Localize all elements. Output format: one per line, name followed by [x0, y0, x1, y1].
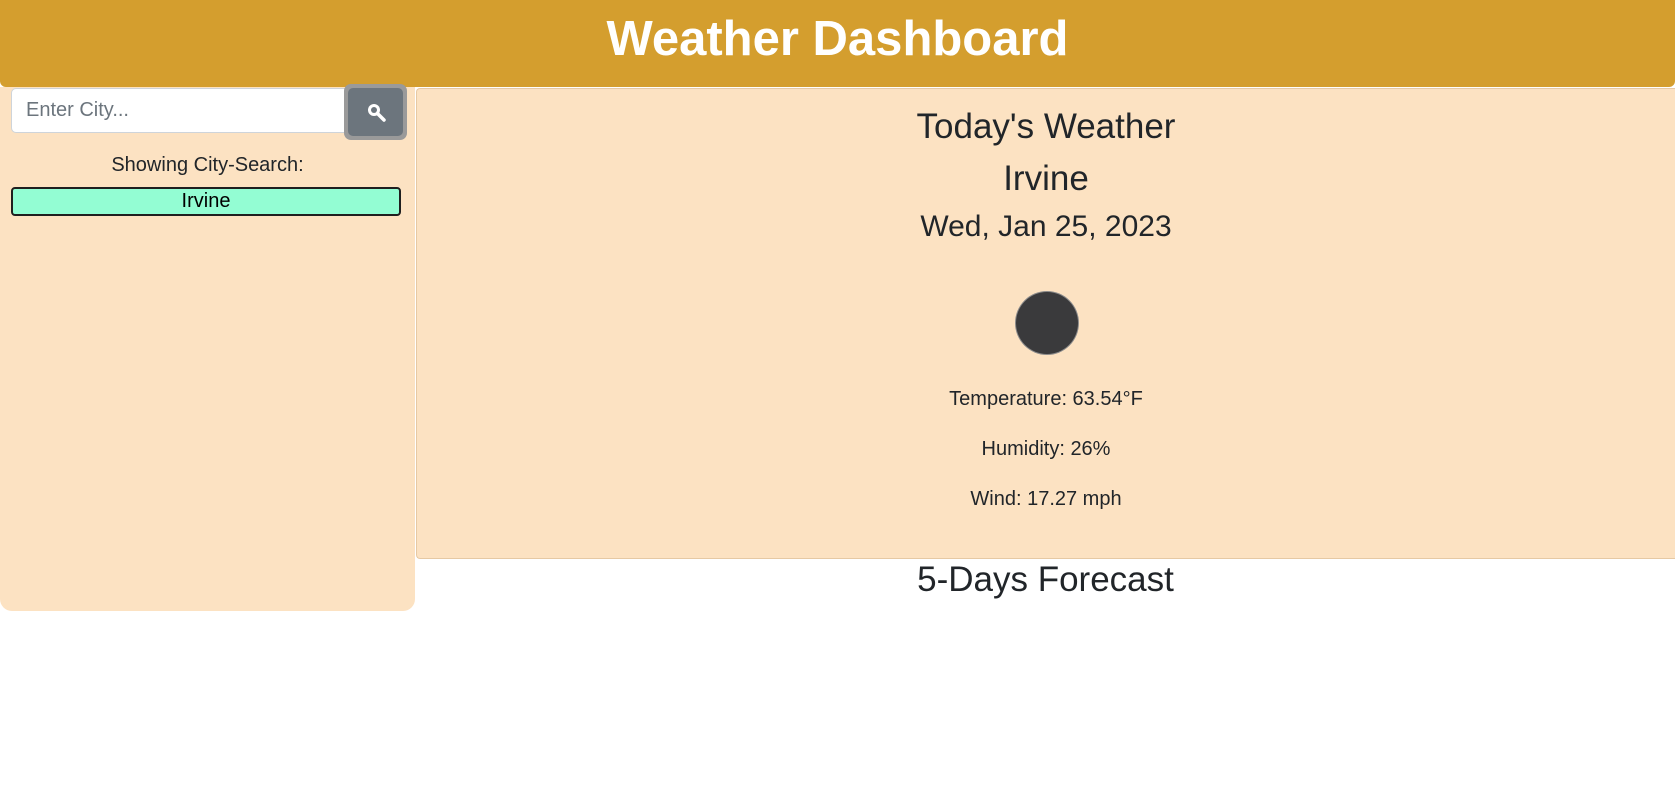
- todays-weather-title: Today's Weather: [916, 107, 1176, 146]
- current-date: Wed, Jan 25, 2023: [920, 210, 1172, 243]
- search-icon: [367, 104, 386, 122]
- page-title: Weather Dashboard: [606, 11, 1069, 66]
- search-history-label: Showing City-Search:: [111, 154, 304, 176]
- forecast-heading: 5-Days Forecast: [917, 560, 1174, 599]
- search-button[interactable]: [344, 84, 407, 140]
- current-city-name: Irvine: [1003, 159, 1089, 198]
- temperature-value: Temperature: 63.54°F: [949, 388, 1143, 410]
- humidity-value: Humidity: 26%: [981, 438, 1111, 460]
- wind-value: Wind: 17.27 mph: [970, 488, 1122, 510]
- city-history-button[interactable]: Irvine: [11, 187, 401, 216]
- search-input[interactable]: [11, 88, 348, 133]
- weather-icon: [1016, 292, 1078, 354]
- app-header: Weather Dashboard: [0, 0, 1675, 87]
- sidebar: Showing City-Search: Irvine: [0, 84, 415, 611]
- search-button-face[interactable]: [348, 88, 403, 136]
- todays-weather-card: Today's Weather Irvine Wed, Jan 25, 2023…: [416, 88, 1675, 559]
